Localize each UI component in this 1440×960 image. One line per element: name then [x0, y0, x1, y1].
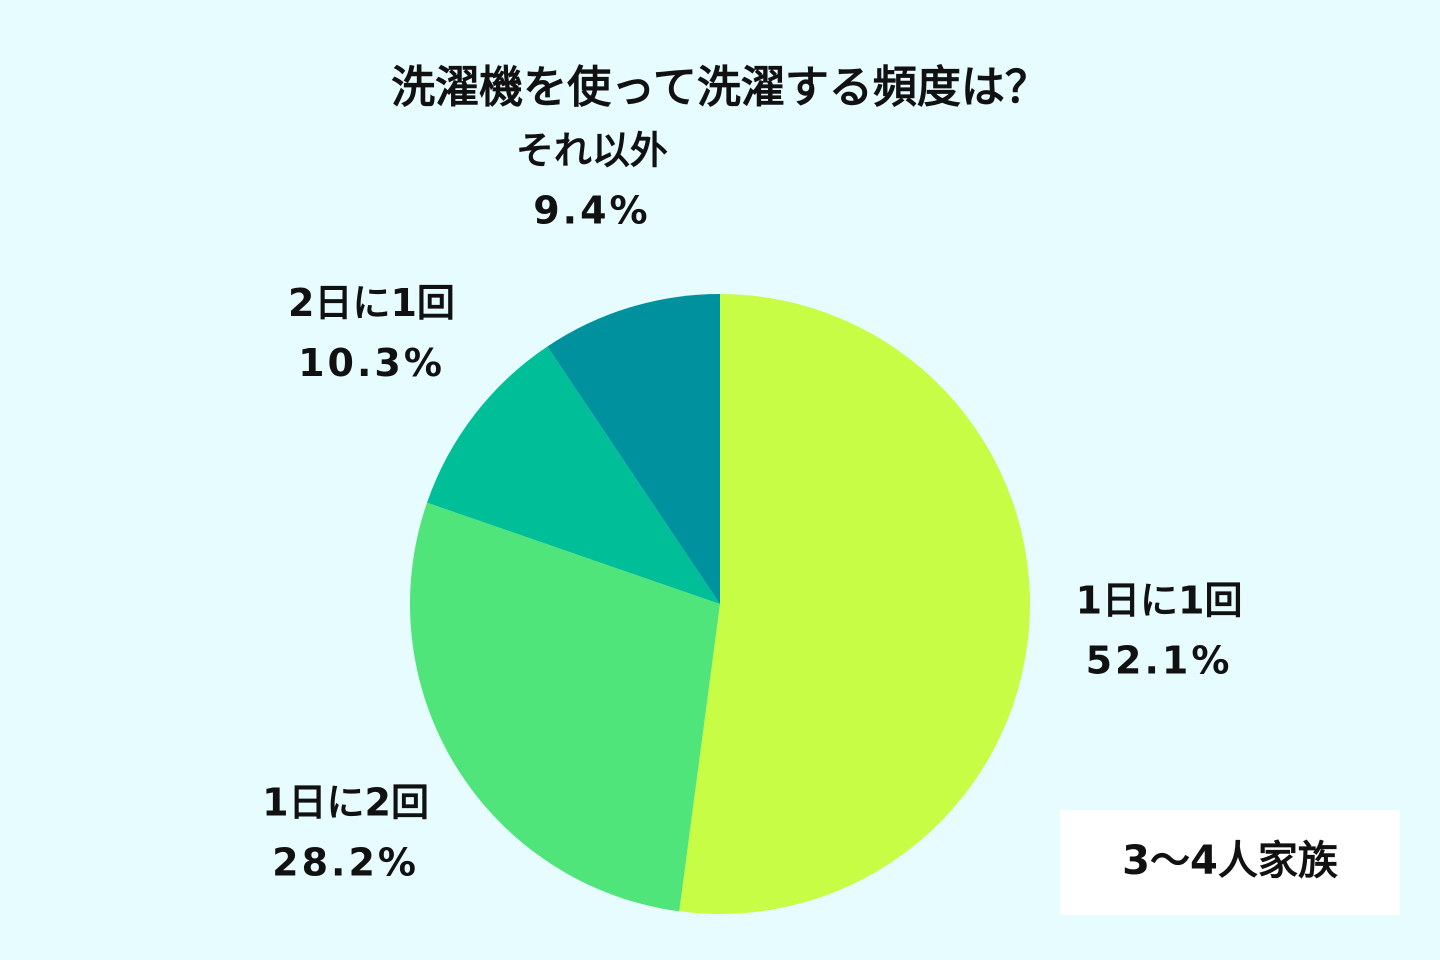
slice-value-label: 28.2%	[272, 841, 419, 885]
pie-slice	[547, 294, 720, 604]
slice-category: 2日に1回	[288, 281, 455, 325]
pie-slice	[427, 346, 720, 604]
annotation-box	[1060, 810, 1400, 915]
slice-value-label: 52.1%	[1086, 639, 1233, 683]
pie-slice	[410, 502, 720, 912]
slice-value-label: 10.3%	[298, 341, 445, 385]
slice-category: 1日に2回	[262, 781, 429, 825]
slice-value-label: 9.4%	[533, 189, 650, 233]
slice-category: それ以外	[516, 129, 668, 173]
chart-title: 洗濯機を使って洗濯する頻度は？	[391, 62, 1049, 113]
annotation: 3〜4人家族	[1122, 838, 1338, 884]
pie-slice	[679, 294, 1031, 915]
slice-category: 1日に1回	[1076, 579, 1243, 623]
